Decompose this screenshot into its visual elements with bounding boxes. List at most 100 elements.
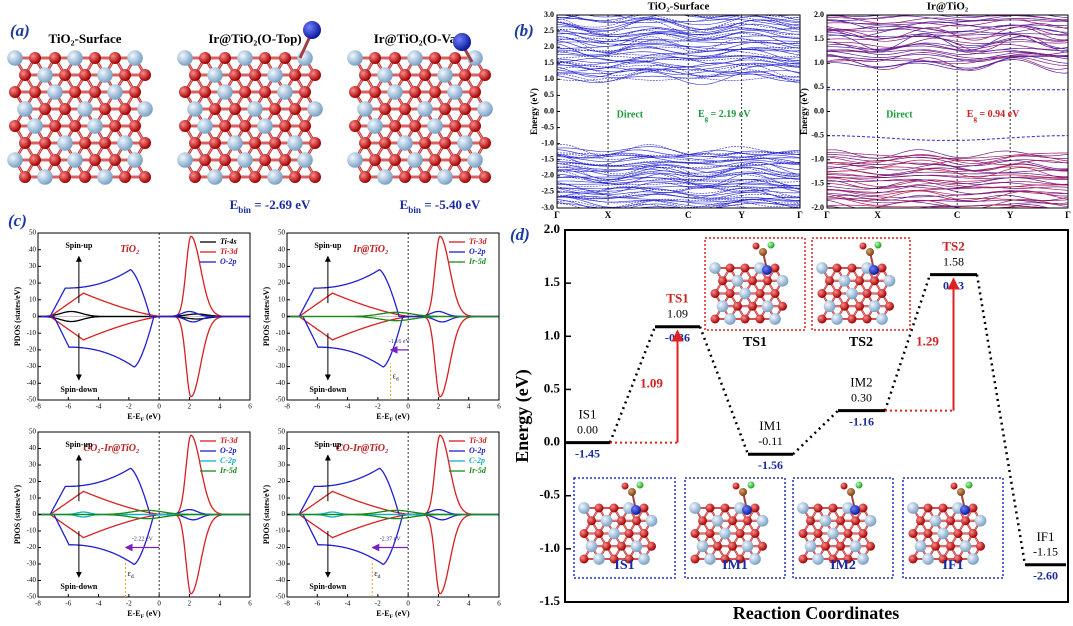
o-atom [968,529,978,538]
spin-up-label: Spin-up [65,440,93,449]
o-atom [758,541,767,551]
ti-atom [831,313,843,325]
o-atom [825,276,834,286]
o-atom [755,314,765,324]
h-atom [874,241,882,249]
ti-atom [377,67,393,83]
d-band-center-label: εd [374,569,380,580]
o-atom [828,554,838,564]
o-atom [59,171,71,183]
o-atom [89,86,101,98]
ti-atom [797,502,809,514]
main: ε [128,569,132,578]
y-tick-label: 10 [29,494,37,502]
o-atom [813,529,823,538]
o-atom [289,103,301,115]
ti-atom [608,527,620,540]
y-tick-label: 2.0 [544,42,554,51]
ti-atom [967,553,979,565]
spin-down-label: Spin-down [309,385,346,394]
ti-atom [367,118,383,134]
o-atom [840,482,848,490]
spin-down-label: Spin-down [60,385,97,394]
y-tick-label: 40 [29,444,37,452]
state-name: TS2 [942,239,964,254]
band-line [557,77,800,81]
o-atom [429,154,441,166]
legend-label: O-2p [469,247,485,256]
ti-atom [827,527,839,540]
o-atom [449,52,461,64]
panel-label: (b) [514,21,534,40]
o-atom [946,541,955,551]
band-line [557,179,800,194]
band-line [827,154,1068,161]
y-tick-label: 10 [278,494,286,502]
y-tick-label: -30 [27,362,37,370]
o-atom [594,503,604,513]
o-atom [269,137,281,149]
o-atom [289,171,301,183]
o-atom [199,154,211,166]
ti-atom [857,553,869,565]
atomic-structure [347,50,493,185]
y-tick-label: -0.5 [811,130,824,139]
band-line [557,186,800,189]
o-atom [950,482,958,490]
o-atom [624,554,634,564]
plot-title: CO₂-Ir@TiO₂ [83,443,139,454]
rest: = 2.19 eV [708,109,751,120]
ti-atom [67,152,83,168]
o-atom [752,242,760,250]
sub: F [390,417,394,423]
o-atom [732,482,740,490]
o-atom [289,69,301,81]
legend-label: Ti-3d [220,436,238,445]
sub: bin [408,205,421,215]
o-atom [728,516,737,526]
x-tick-label: -6 [314,403,320,411]
ti-atom [417,101,433,117]
o-atom [931,541,940,551]
pdos-curve [287,268,499,318]
ti-atom [267,67,283,83]
state-name: IF1 [1036,529,1054,544]
y-tick-label: 1.5 [814,34,824,43]
sub: g [973,115,977,123]
o-atom [19,137,31,149]
ti-atom [630,540,643,553]
o-atom [29,154,41,166]
plot-frame [564,229,1069,603]
o-atom [609,503,619,513]
band-line [557,68,800,78]
legend-label: Ir-5d [468,257,487,266]
band-line [585,15,800,18]
o-atom [89,52,101,64]
ti-atom [868,300,881,313]
barrier-label: 1.29 [916,334,939,349]
o-atom [69,86,81,98]
o-atom [409,120,421,132]
barrier-label: 1.09 [640,376,663,391]
y-tick-label: -10 [276,527,286,535]
o-atom [798,554,808,564]
ti-atom [7,50,23,66]
ti-atom [437,67,453,83]
state-sub-energy: -2.60 [1033,569,1058,583]
path-connector [698,326,750,455]
y-axis-label: PDOS (states/eV) [262,287,271,347]
main: E [967,109,974,120]
band-line [557,186,800,192]
y-tick-label: -40 [27,379,37,387]
band-line [557,187,800,199]
band-line [557,176,800,181]
sub: F [390,614,394,620]
ti-atom [731,274,744,287]
state-name: IS1 [578,407,596,422]
o-atom [189,69,201,81]
o-atom [249,69,261,81]
o-atom [479,137,491,149]
ti-atom [87,118,103,134]
band-line [827,166,1068,172]
